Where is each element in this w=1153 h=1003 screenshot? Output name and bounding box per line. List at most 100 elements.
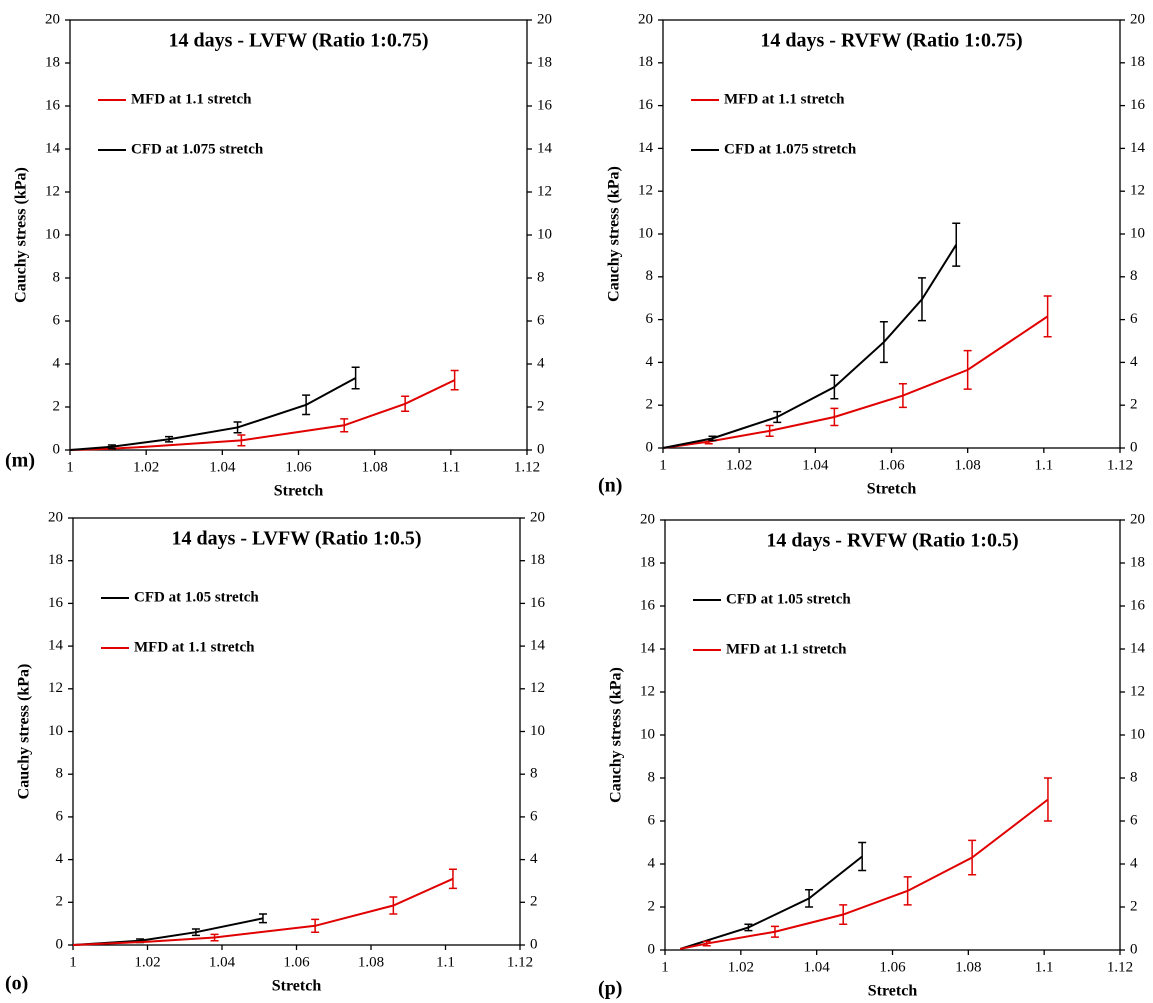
y-tick-label: 20 — [638, 11, 653, 27]
error-bar — [952, 222, 961, 267]
y-tick-label: 6 — [56, 808, 64, 824]
error-bar — [898, 383, 907, 409]
y2-tick-label: 0 — [530, 936, 538, 952]
error-bar — [1043, 777, 1052, 822]
y2-tick-label: 10 — [530, 723, 545, 739]
x-axis-label: Stretch — [274, 483, 324, 500]
y-tick-label: 12 — [45, 183, 60, 199]
series-line — [69, 377, 357, 451]
y-axis-label: Cauchy stress (kPa) — [606, 166, 623, 302]
y2-tick-label: 10 — [537, 226, 552, 242]
y-tick-label: 10 — [48, 723, 63, 739]
y2-tick-label: 6 — [537, 312, 545, 328]
panel-label: (m) — [5, 450, 35, 472]
x-tick-label: 1.08 — [955, 959, 981, 975]
x-tick-label: 1.02 — [133, 459, 159, 475]
error-bar — [917, 277, 926, 322]
y-tick-label: 2 — [646, 397, 654, 413]
y-tick-label: 8 — [56, 766, 64, 782]
y-tick-label: 6 — [646, 311, 654, 327]
error-bar — [311, 918, 320, 933]
y-tick-label: 8 — [648, 769, 656, 785]
y2-tick-label: 0 — [1130, 439, 1138, 455]
y2-tick-label: 14 — [537, 140, 553, 156]
x-tick-label: 1.04 — [209, 459, 236, 475]
chart-panel: 1 1.02 1.04 1.06 1.08 1.1 1.12 0 2 4 6 8 10 12 14 16 18 2… — [5, 509, 546, 994]
error-bar — [770, 925, 779, 938]
error-bar — [191, 928, 200, 937]
chart-title: 14 days - RVFW (Ratio 1:0.75) — [760, 30, 1022, 52]
series-line — [69, 379, 456, 451]
y-tick-label: 20 — [640, 511, 655, 527]
error-bar — [708, 435, 717, 442]
error-bar — [351, 366, 360, 390]
series-line — [679, 798, 1049, 950]
y-tick-label: 6 — [53, 312, 61, 328]
y-tick-label: 14 — [638, 140, 654, 156]
y2-tick-label: 0 — [537, 441, 545, 457]
y2-tick-label: 20 — [530, 509, 545, 525]
y2-tick-label: 20 — [537, 11, 552, 27]
y-tick-label: 18 — [45, 54, 60, 70]
chart-panel: 1 1.02 1.04 1.06 1.08 1.1 1.12 0 2 4 6 8 10 12 14 16 18 2… — [598, 11, 1146, 497]
x-tick-label: 1.04 — [804, 959, 831, 975]
y-tick-label: 0 — [53, 441, 61, 457]
x-tick-label: 1.1 — [1035, 959, 1054, 975]
y2-tick-label: 4 — [1130, 354, 1138, 370]
x-axis-label: Stretch — [867, 481, 917, 498]
y-tick-label: 2 — [648, 898, 656, 914]
y2-tick-label: 2 — [537, 398, 545, 414]
y-tick-label: 18 — [638, 54, 653, 70]
error-bar — [839, 904, 848, 925]
y-tick-label: 2 — [53, 398, 61, 414]
x-tick-label: 1.1 — [436, 954, 455, 970]
x-tick-label: 1.1 — [1034, 457, 1053, 473]
plot-frame — [69, 19, 528, 451]
x-tick-label: 1.06 — [879, 959, 906, 975]
x-tick-label: 1 — [69, 954, 77, 970]
y2-tick-label: 18 — [537, 54, 552, 70]
chart-title: 14 days - LVFW (Ratio 1:0.5) — [171, 528, 421, 550]
legend-label: MFD at 1.1 stretch — [131, 91, 252, 107]
error-bar — [210, 933, 219, 942]
error-bar — [963, 349, 972, 390]
error-bar — [401, 395, 410, 413]
series-line — [662, 244, 958, 449]
error-bar — [450, 369, 459, 391]
y2-tick-label: 10 — [1130, 225, 1145, 241]
y2-tick-label: 16 — [1130, 97, 1146, 113]
y2-tick-label: 6 — [530, 808, 538, 824]
y-tick-label: 18 — [640, 554, 655, 570]
y2-tick-label: 16 — [530, 595, 546, 611]
panel-label: (p) — [598, 978, 622, 1000]
x-tick-label: 1.1 — [441, 459, 460, 475]
legend-label: CFD at 1.075 stretch — [724, 141, 857, 157]
y-tick-label: 20 — [45, 11, 60, 27]
chart-title: 14 days - RVFW (Ratio 1:0.5) — [766, 530, 1018, 552]
x-tick-label: 1 — [661, 959, 669, 975]
x-axis-label: Stretch — [272, 978, 322, 995]
error-bar — [805, 889, 814, 908]
y2-tick-label: 14 — [1130, 140, 1146, 156]
x-tick-label: 1.08 — [358, 954, 384, 970]
x-tick-label: 1 — [659, 457, 667, 473]
y-tick-label: 20 — [48, 509, 63, 525]
chart-panel: 1 1.02 1.04 1.06 1.08 1.1 1.12 0 2 4 6 8 10 12 14 16 18 2… — [598, 511, 1146, 999]
y2-tick-label: 14 — [1130, 640, 1146, 656]
y2-tick-label: 6 — [1130, 812, 1138, 828]
y-tick-label: 10 — [45, 226, 60, 242]
y-tick-label: 0 — [646, 439, 654, 455]
error-bar — [830, 407, 839, 427]
error-bar — [448, 868, 457, 890]
error-bar — [968, 839, 977, 876]
y-tick-label: 14 — [45, 140, 61, 156]
y2-tick-label: 12 — [1130, 183, 1145, 199]
y2-tick-label: 16 — [1130, 597, 1146, 613]
error-bar — [858, 841, 867, 872]
y2-tick-label: 4 — [1130, 855, 1138, 871]
y-tick-label: 4 — [646, 354, 654, 370]
error-bar — [765, 424, 774, 437]
error-bar — [340, 418, 349, 433]
y-tick-label: 8 — [53, 269, 61, 285]
y2-tick-label: 8 — [530, 766, 538, 782]
